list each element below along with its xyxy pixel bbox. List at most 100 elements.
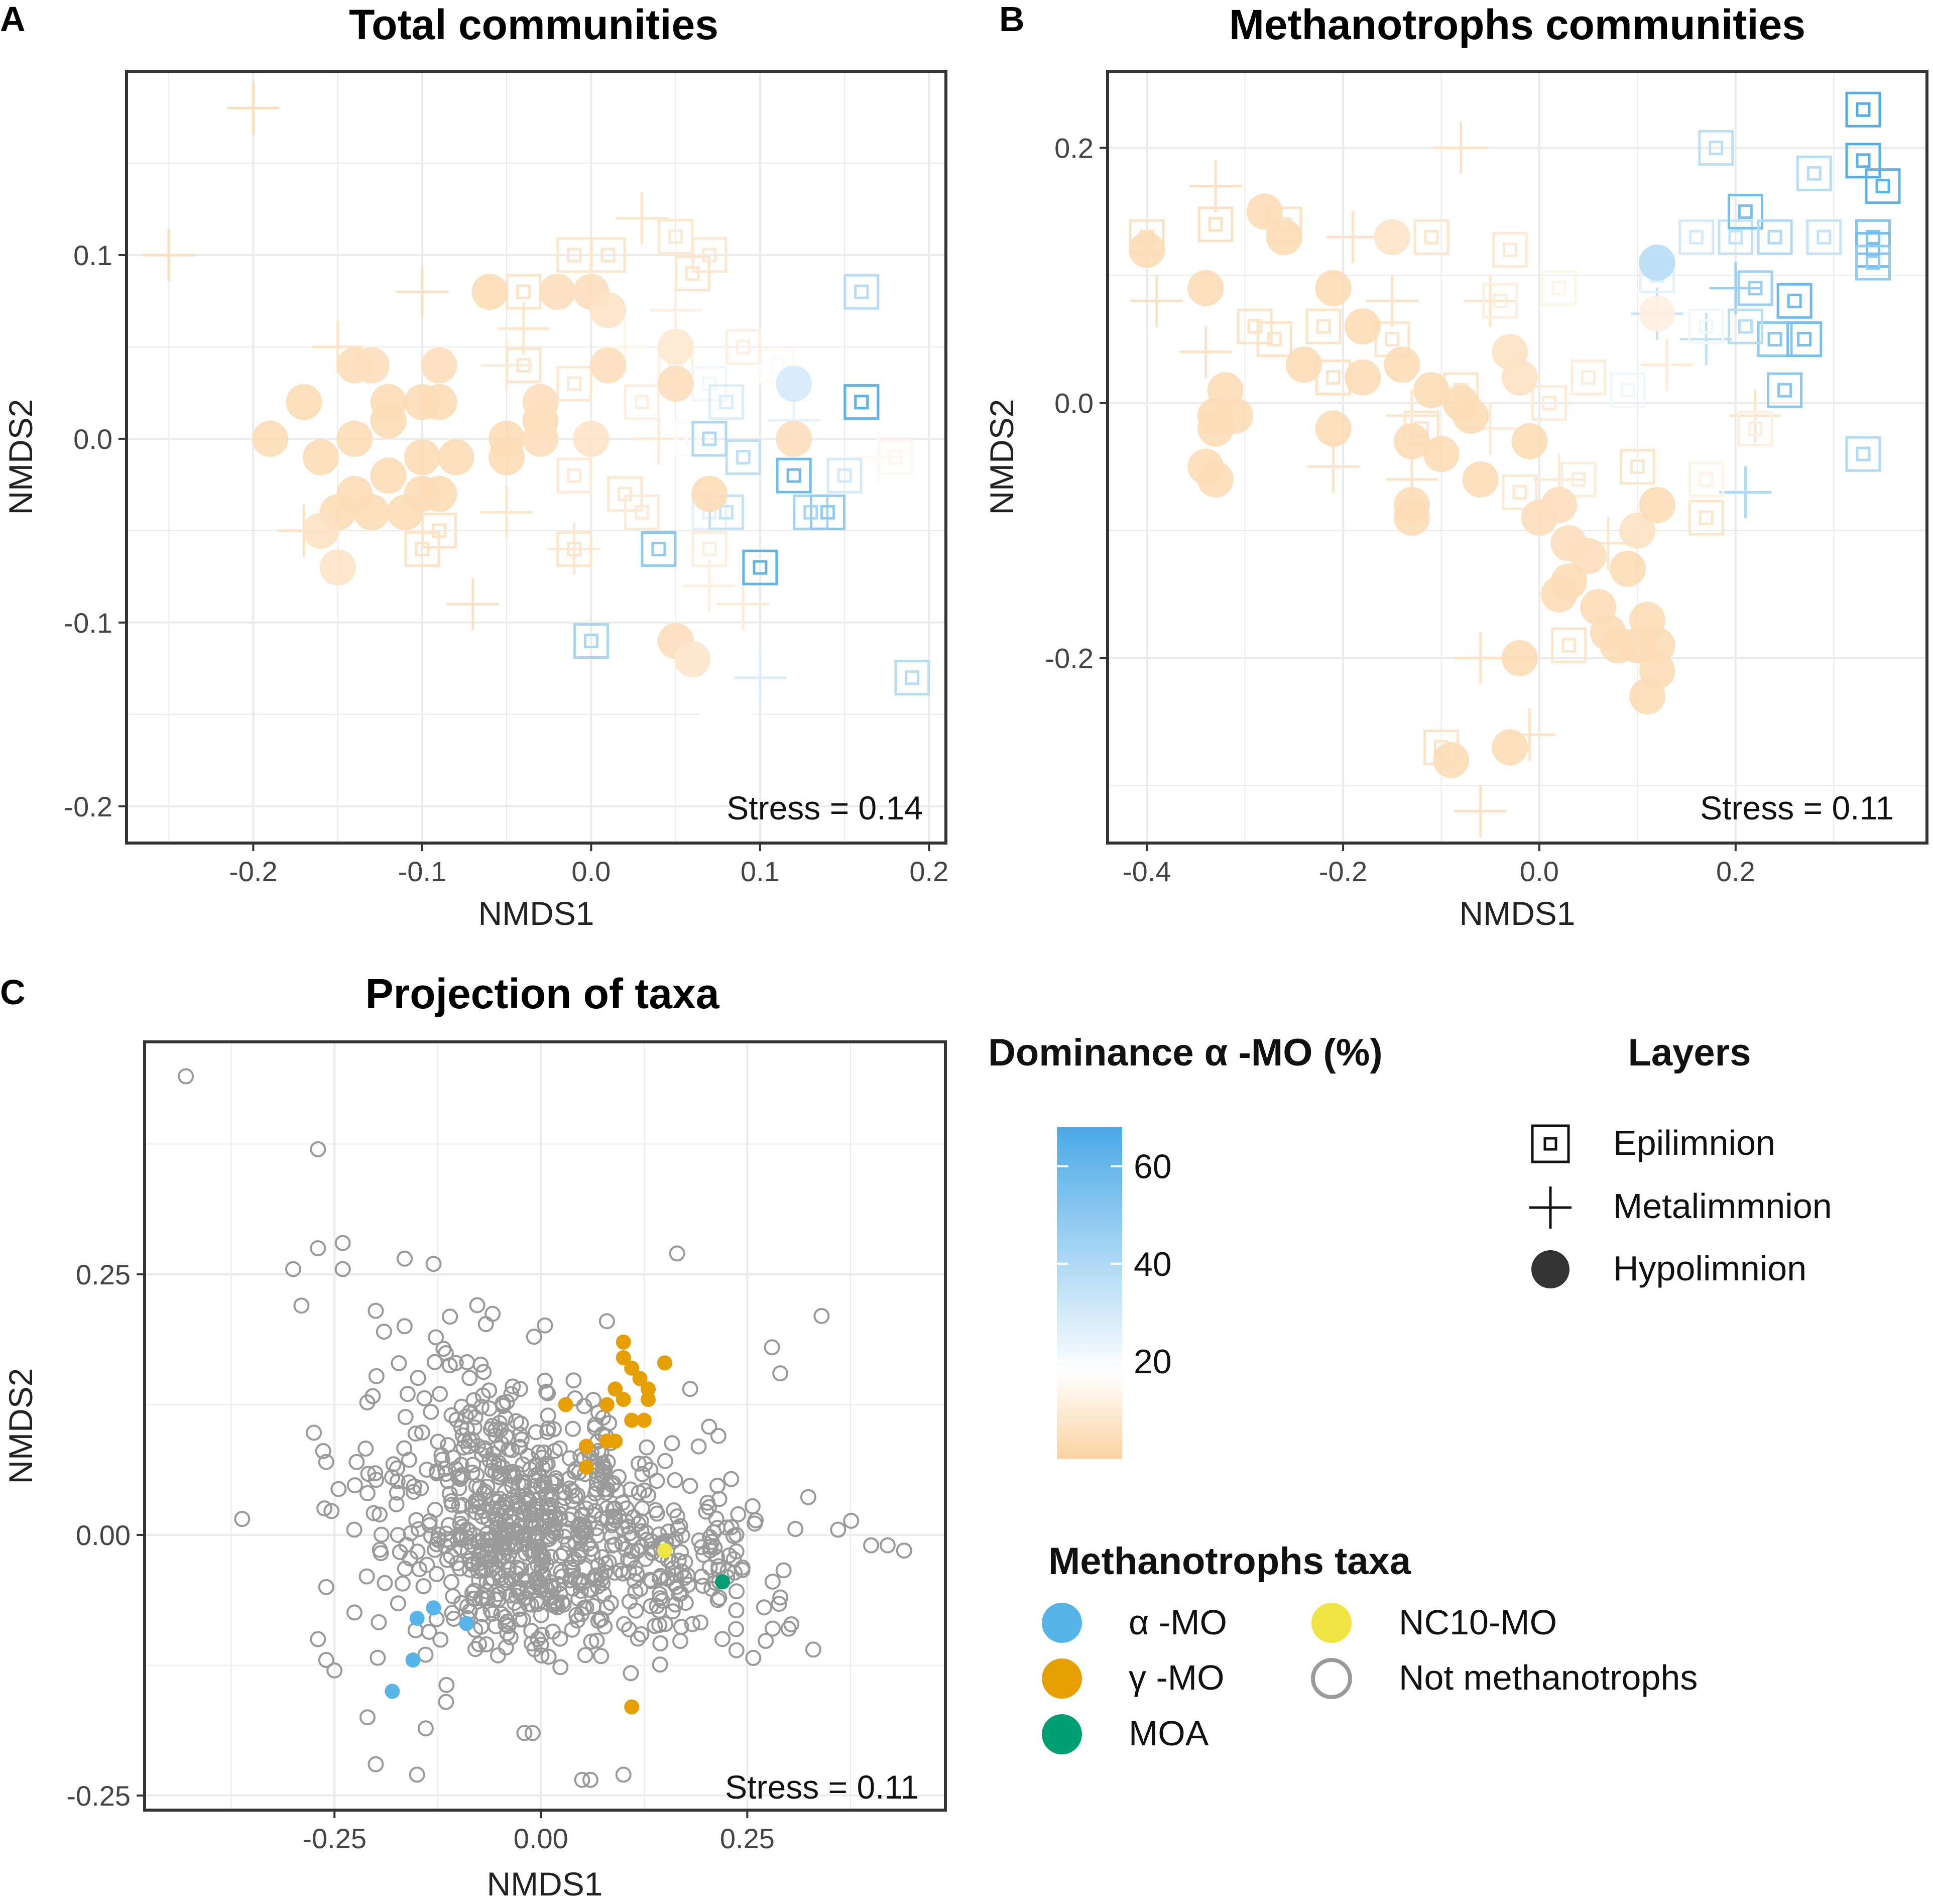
panel-c-not-methanotroph-point bbox=[455, 1439, 472, 1456]
panel-c-not-methanotroph-point bbox=[659, 1571, 676, 1587]
panel-c-not-methanotroph-point bbox=[443, 1548, 459, 1565]
panel-c-not-methanotroph-point bbox=[451, 1498, 467, 1514]
panel-b-ytick-label: -0.2 bbox=[1045, 643, 1094, 674]
panel-tag-c: C bbox=[0, 973, 26, 1012]
panel-c-not-methanotroph-point bbox=[587, 1419, 603, 1436]
panel-b-hypolimnion-point bbox=[1453, 397, 1489, 434]
panel-a-metalimnion-point bbox=[480, 486, 533, 539]
panel-c-not-methanotroph-point bbox=[723, 1471, 740, 1487]
panel-b-epilimnion-point bbox=[1727, 308, 1763, 344]
colorbar-tick-label: 20 bbox=[1134, 1343, 1172, 1381]
panel-c-not-methanotroph-point bbox=[503, 1386, 520, 1402]
panel-c-not-methanotroph-point bbox=[526, 1329, 542, 1345]
panel-c-not-methanotroph-point bbox=[598, 1500, 615, 1517]
legend-metalimnion-icon bbox=[1529, 1186, 1572, 1229]
panel-c-not-methanotroph-point bbox=[509, 1526, 526, 1542]
panel-c-not-methanotroph-point bbox=[410, 1521, 427, 1537]
panel-c-not-methanotroph-point bbox=[622, 1481, 639, 1498]
panel-a-hypolimnion-point bbox=[522, 420, 559, 457]
panel-c-not-methanotroph-point bbox=[485, 1500, 501, 1517]
panel-c-not-methanotroph-point bbox=[684, 1616, 700, 1632]
panel-b-hypolimnion-point bbox=[1413, 372, 1449, 409]
panel-b-epilimnion-point bbox=[1855, 219, 1891, 255]
panel-b-hypolimnion-point bbox=[1501, 640, 1538, 676]
panel-b-epilimnion-point bbox=[1492, 232, 1528, 268]
panel-c-not-methanotroph-point bbox=[682, 1381, 698, 1397]
panel-c-not-methanotroph-point bbox=[544, 1526, 561, 1543]
panel-c-not-methanotroph-point bbox=[442, 1308, 458, 1325]
panel-a-ytick-label: -0.1 bbox=[64, 607, 113, 639]
panel-a-hypolimnion-point bbox=[573, 420, 610, 457]
panel-c-not-methanotroph-point bbox=[500, 1562, 517, 1578]
panel-c-not-methanotroph-point bbox=[540, 1420, 556, 1437]
panel-c-not-methanotroph-point bbox=[593, 1611, 610, 1627]
panel-c-not-methanotroph-point bbox=[511, 1439, 527, 1456]
colorbar-title: Dominance α -MO (%) bbox=[988, 1031, 1383, 1074]
panel-c-not-methanotroph-point bbox=[642, 1462, 659, 1478]
panel-b-title: Methanotrophs communities bbox=[1229, 1, 1805, 48]
panel-a-epilimnion-point bbox=[742, 549, 778, 585]
panel-a-epilimnion-point bbox=[573, 623, 609, 659]
panel-c-not-methanotroph-point bbox=[473, 1447, 490, 1463]
panel-c-not-methanotroph-point bbox=[357, 1441, 374, 1457]
panel-c-not-methanotroph-point bbox=[631, 1484, 647, 1501]
panel-c-not-methanotroph-point bbox=[462, 1403, 478, 1420]
panel-a-hypolimnion-point bbox=[657, 366, 694, 402]
panel-c-not-methanotroph-point bbox=[477, 1316, 494, 1333]
panel-a-epilimnion-point bbox=[843, 384, 880, 420]
panel-a-epilimnion-point bbox=[556, 531, 592, 567]
panel-c-not-methanotroph-point bbox=[481, 1400, 498, 1417]
legend-not-methanotrophs-dot bbox=[1311, 1658, 1352, 1699]
panel-b-hypolimnion-point bbox=[1511, 423, 1548, 459]
panel-c-not-methanotroph-point bbox=[669, 1245, 685, 1262]
panel-c-gamma-taxon-point bbox=[558, 1397, 573, 1412]
panel-c-not-methanotroph-point bbox=[626, 1573, 643, 1589]
panel-c-not-methanotroph-point bbox=[478, 1636, 495, 1652]
panel-c-not-methanotroph-point bbox=[771, 1596, 787, 1612]
panel-a-hypolimnion-point bbox=[353, 494, 390, 531]
panel-c-not-methanotroph-point bbox=[672, 1633, 688, 1649]
panel-tag-a: A bbox=[0, 0, 26, 39]
panel-c-not-methanotroph-point bbox=[522, 1515, 539, 1532]
panel-a-epilimnion-point bbox=[658, 218, 694, 255]
panel-c-not-methanotroph-point bbox=[744, 1498, 761, 1514]
panel-c-not-methanotroph-point bbox=[423, 1403, 439, 1420]
panel-c-not-methanotroph-point bbox=[389, 1460, 405, 1477]
panel-a-hypolimnion-point bbox=[404, 475, 440, 512]
panel-c-not-methanotroph-point bbox=[564, 1554, 580, 1571]
panel-c-not-methanotroph-point bbox=[572, 1583, 589, 1599]
panel-c-not-methanotroph-point bbox=[391, 1355, 407, 1372]
panel-b-epilimnion-point bbox=[1865, 168, 1901, 204]
panel-b-epilimnion-point bbox=[1688, 461, 1724, 498]
panel-c-marks bbox=[178, 1068, 912, 1788]
panel-a-hypolimnion-point bbox=[336, 420, 373, 457]
panel-c-not-methanotroph-point bbox=[495, 1548, 511, 1565]
panel-c-not-methanotroph-point bbox=[677, 1595, 694, 1611]
panel-c-frame bbox=[143, 1040, 947, 1812]
panel-a-grid bbox=[127, 71, 946, 843]
panel-b-epilimnion-point bbox=[1482, 283, 1518, 319]
panel-c-not-methanotroph-point bbox=[533, 1627, 550, 1643]
panel-a-xtick-label: 0.1 bbox=[741, 856, 780, 887]
panel-c-not-methanotroph-point bbox=[334, 1235, 351, 1251]
panel-b-metalimnion-point bbox=[1719, 466, 1772, 519]
panel-c-not-methanotroph-point bbox=[425, 1256, 442, 1272]
panel-a-epilimnion-point bbox=[725, 329, 761, 365]
panel-a-xtick-label: -0.1 bbox=[398, 856, 447, 887]
panel-c-not-methanotroph-point bbox=[602, 1595, 619, 1611]
panel-c-not-methanotroph-point bbox=[323, 1503, 340, 1519]
legend-gamma-mo-label: γ -MO bbox=[1129, 1658, 1225, 1697]
panel-b-hypolimnion-point bbox=[1393, 500, 1430, 536]
panel-c-not-methanotroph-point bbox=[464, 1585, 480, 1601]
panel-c-not-methanotroph-point bbox=[571, 1516, 588, 1532]
panel-b-hypolimnion-point bbox=[1315, 410, 1352, 447]
panel-c-not-methanotroph-point bbox=[334, 1261, 351, 1277]
panel-b-hypolimnion-point bbox=[1462, 461, 1499, 498]
panel-c-not-methanotroph-point bbox=[573, 1524, 590, 1541]
panel-b-ylabel: NMDS2 bbox=[983, 399, 1020, 515]
colorbar-tick-label: 40 bbox=[1134, 1245, 1172, 1283]
panel-c-not-methanotroph-point bbox=[359, 1394, 376, 1411]
panel-c-not-methanotroph-point bbox=[772, 1365, 789, 1382]
panel-c-not-methanotroph-point bbox=[373, 1545, 389, 1562]
panel-b-epilimnion-point bbox=[1796, 155, 1832, 191]
